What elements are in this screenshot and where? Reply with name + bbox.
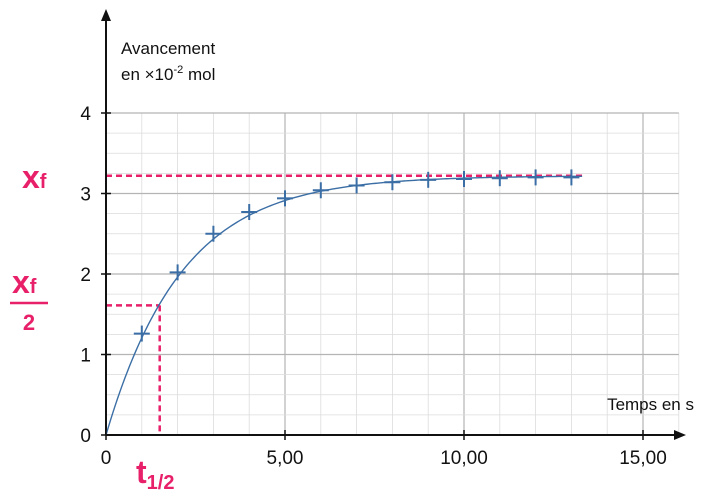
- y-axis-arrow-icon: [101, 9, 111, 21]
- y-tick-label: 4: [80, 104, 91, 125]
- half-xf-denominator: 2: [23, 310, 35, 335]
- data-point: [348, 177, 365, 194]
- y-tick-label: 3: [80, 185, 91, 206]
- y-tick-label: 2: [80, 265, 91, 286]
- data-point: [527, 169, 544, 186]
- x-axis-title: Temps en s: [607, 395, 694, 414]
- xf-label: xf: [22, 159, 47, 195]
- data-point: [241, 204, 258, 221]
- axes: [101, 9, 686, 440]
- data-point: [384, 174, 401, 191]
- t-half-label: t1/2: [136, 454, 174, 494]
- data-point: [169, 264, 186, 281]
- x-tick-label: 0: [101, 448, 112, 469]
- y-tick-label: 0: [80, 426, 91, 447]
- grid: [106, 112, 680, 435]
- y-tick-label: 1: [80, 346, 91, 367]
- annotation-lines: [106, 174, 583, 435]
- data-point: [420, 171, 437, 188]
- y-axis-title-line2: en ×10-2 mol: [121, 64, 215, 84]
- x-axis-arrow-icon: [674, 430, 686, 440]
- y-axis-title-line1: Avancement: [121, 39, 215, 58]
- x-tick-label: 5,00: [267, 448, 304, 469]
- x-tick-label: 10,00: [440, 448, 488, 469]
- data-point: [563, 169, 580, 186]
- data-point: [277, 190, 293, 207]
- data-point: [312, 182, 329, 199]
- data-point: [133, 325, 150, 342]
- y-axis-title-exponent: -2: [173, 64, 183, 76]
- data-points: [133, 169, 580, 342]
- data-point: [491, 170, 508, 187]
- half-xf-numerator: xf: [12, 264, 37, 300]
- x-tick-label: 15,00: [619, 448, 667, 469]
- data-point: [205, 225, 222, 242]
- data-point: [456, 171, 472, 188]
- tick-labels: 0 5,00 10,00 15,00 0 1 2 3 4: [80, 104, 666, 469]
